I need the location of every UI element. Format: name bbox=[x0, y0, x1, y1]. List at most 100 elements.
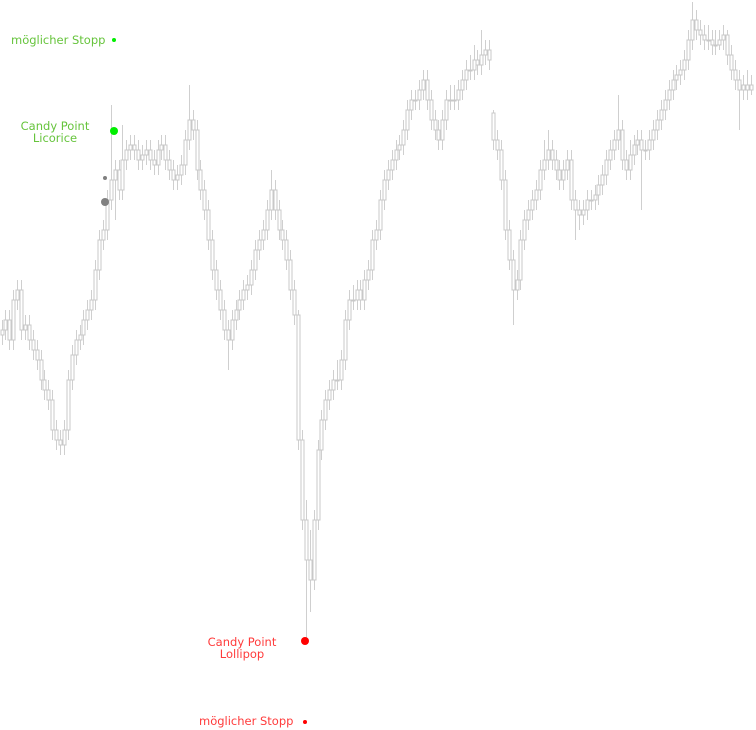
candle-body bbox=[390, 159, 395, 171]
candle-body bbox=[226, 329, 231, 341]
candle bbox=[600, 165, 605, 195]
candle-body bbox=[690, 19, 695, 41]
candle bbox=[300, 430, 305, 530]
candle bbox=[737, 70, 742, 130]
candle bbox=[436, 120, 441, 150]
candle bbox=[725, 30, 730, 65]
candle-body bbox=[417, 89, 422, 101]
candle-body bbox=[128, 144, 133, 151]
candle-body bbox=[542, 159, 547, 171]
candle bbox=[0, 320, 5, 345]
candle bbox=[316, 440, 321, 530]
candle-body bbox=[89, 299, 94, 311]
candle bbox=[733, 60, 738, 90]
candle-body bbox=[327, 389, 332, 401]
candle bbox=[464, 60, 469, 90]
candle-body bbox=[159, 144, 164, 151]
candle bbox=[93, 260, 98, 310]
candle bbox=[596, 175, 601, 205]
candle-body bbox=[312, 519, 317, 581]
candle bbox=[187, 85, 192, 150]
candle-body bbox=[581, 209, 586, 216]
candle-body bbox=[269, 189, 274, 211]
candle bbox=[167, 150, 172, 180]
candle bbox=[85, 300, 90, 330]
candle-body bbox=[491, 112, 496, 141]
candle-body bbox=[292, 289, 297, 316]
candle-body bbox=[608, 149, 613, 161]
candle-body bbox=[694, 19, 699, 31]
candle-body bbox=[163, 144, 168, 161]
candle-body bbox=[152, 159, 157, 166]
candle bbox=[284, 230, 289, 270]
candle-body bbox=[15, 289, 20, 301]
candle-body bbox=[526, 209, 531, 221]
candle bbox=[440, 110, 445, 150]
candle-body bbox=[124, 149, 129, 161]
candle bbox=[31, 330, 36, 360]
candle bbox=[690, 2, 695, 50]
candle-body bbox=[93, 269, 98, 301]
candle-body bbox=[589, 199, 594, 202]
candle-body bbox=[561, 169, 566, 181]
candle-body bbox=[66, 379, 71, 431]
candle-body bbox=[550, 149, 555, 161]
candle bbox=[58, 430, 63, 455]
candle bbox=[171, 160, 176, 190]
candle bbox=[312, 510, 317, 590]
candle bbox=[647, 130, 652, 160]
candle bbox=[265, 200, 270, 240]
candle bbox=[577, 200, 582, 230]
lollipop-label-line1: Candy Point bbox=[207, 635, 277, 649]
candle-body bbox=[101, 229, 106, 241]
candle bbox=[616, 95, 621, 150]
candle bbox=[460, 70, 465, 100]
candle-body bbox=[585, 199, 590, 211]
candle bbox=[550, 140, 555, 170]
candle-body bbox=[218, 289, 223, 311]
candle-body bbox=[628, 154, 633, 171]
candle bbox=[499, 140, 504, 190]
candle bbox=[304, 500, 309, 640]
licorice-label: Candy Point Licorice bbox=[18, 120, 92, 144]
candle bbox=[78, 325, 83, 350]
candle-body bbox=[249, 269, 254, 286]
candle bbox=[81, 310, 86, 345]
candle bbox=[70, 345, 75, 390]
candle-body bbox=[191, 119, 196, 131]
candle bbox=[682, 50, 687, 80]
candle-body bbox=[300, 439, 305, 521]
candle bbox=[319, 410, 324, 460]
candle bbox=[651, 120, 656, 150]
candle-body bbox=[686, 39, 691, 61]
candle bbox=[249, 260, 254, 295]
candle-body bbox=[737, 79, 742, 91]
candle-body bbox=[50, 399, 55, 431]
candle bbox=[745, 70, 750, 100]
candle-body bbox=[663, 99, 668, 111]
candle-body bbox=[11, 299, 16, 341]
candle bbox=[42, 370, 47, 400]
candle bbox=[417, 80, 422, 110]
candle-body bbox=[386, 169, 391, 181]
candle bbox=[686, 30, 691, 70]
candle-body bbox=[507, 229, 512, 261]
candle bbox=[487, 40, 492, 70]
candle-body bbox=[331, 379, 336, 391]
candle bbox=[413, 90, 418, 110]
candle-body bbox=[702, 34, 707, 41]
candle-body bbox=[518, 239, 523, 281]
candle bbox=[35, 340, 40, 370]
candle bbox=[3, 310, 8, 340]
candle-body bbox=[120, 159, 125, 191]
candle-body bbox=[522, 219, 527, 241]
licorice-marker bbox=[110, 127, 118, 135]
candle bbox=[66, 370, 71, 440]
candle bbox=[495, 130, 500, 160]
lollipop-marker bbox=[301, 637, 309, 645]
candle bbox=[378, 190, 383, 240]
candle bbox=[503, 170, 508, 240]
candle-body bbox=[35, 349, 40, 361]
candle-body bbox=[495, 139, 500, 151]
candle-body bbox=[144, 149, 149, 156]
